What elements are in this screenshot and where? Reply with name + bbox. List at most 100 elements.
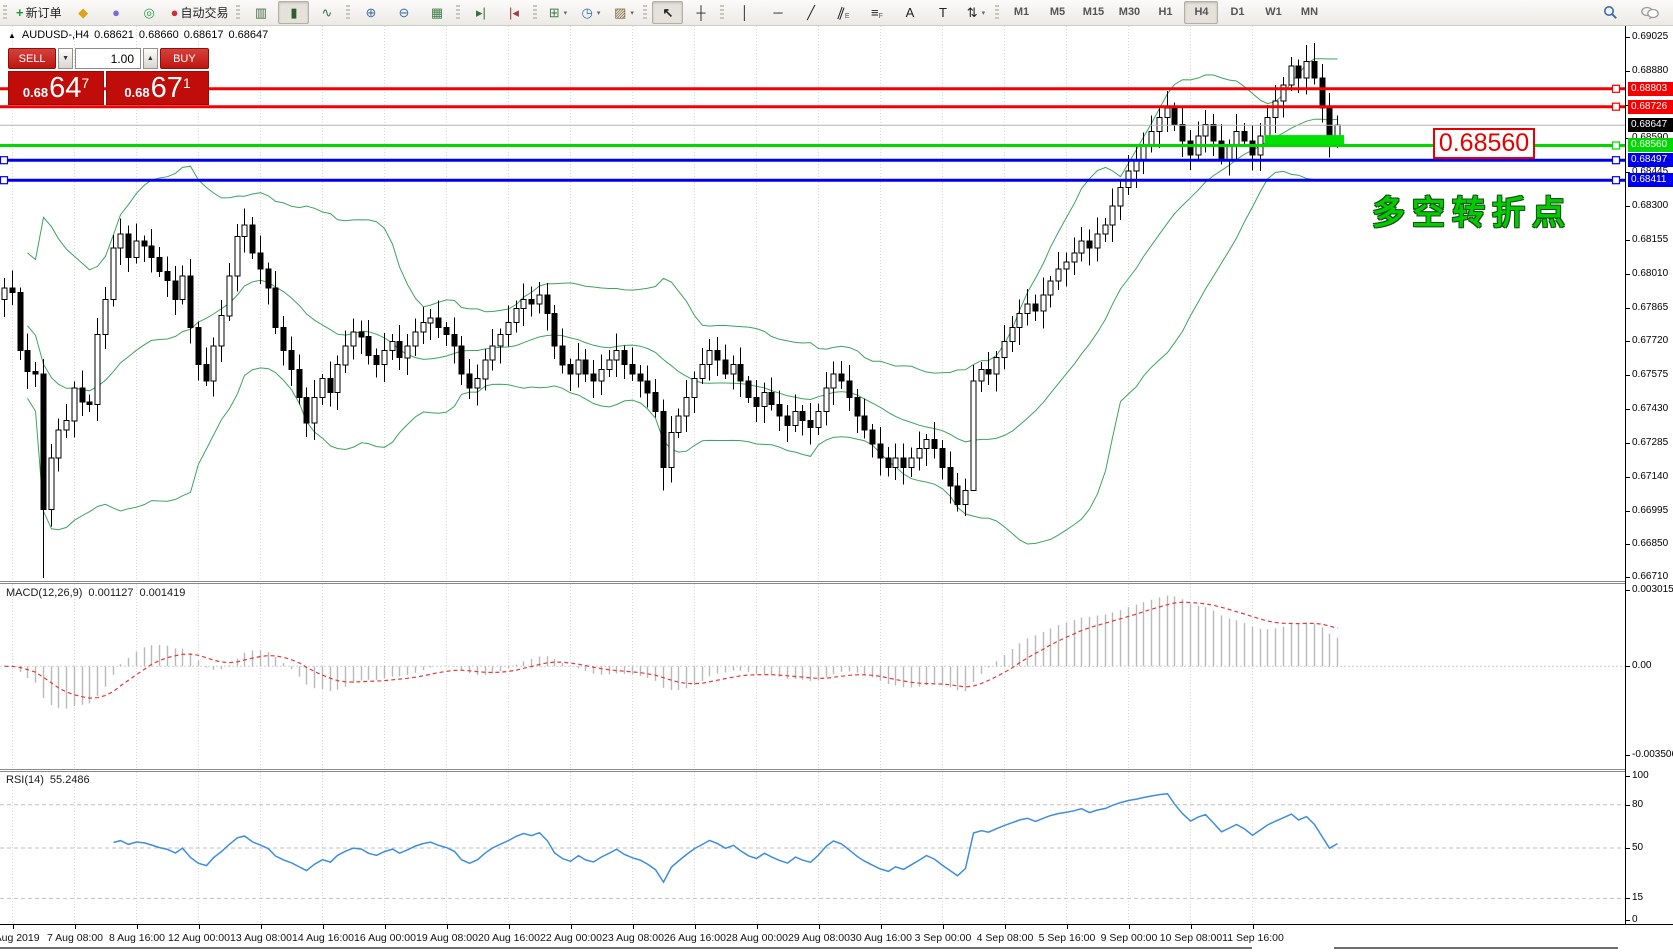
time-axis-label: 10 Sep 08:00	[1159, 932, 1223, 944]
equidistant-channel-button[interactable]: ∥ E	[828, 1, 859, 24]
bear-candle	[846, 380, 853, 398]
time-axis-tick	[695, 925, 696, 929]
bull-candle	[1024, 303, 1031, 314]
fibonacci-button[interactable]: ≡ F	[861, 1, 892, 24]
bid-price-display[interactable]: 0.68 64 7	[8, 71, 105, 105]
bull-candle	[1009, 326, 1016, 342]
bull-candle	[1156, 117, 1163, 132]
timeframe-h4-button[interactable]: H4	[1184, 1, 1219, 24]
time-axis-tick	[385, 925, 386, 929]
tile-windows-button[interactable]: ▦	[421, 1, 452, 24]
toolbar-group-handle[interactable]	[236, 4, 241, 21]
time-axis-label: 9 Sep 00:00	[1100, 932, 1158, 944]
chevron-down-icon[interactable]: ▾	[981, 9, 986, 17]
crosshair-button[interactable]: ┼	[685, 1, 716, 24]
horizontal-scrollbar-track[interactable]	[0, 947, 1618, 949]
price-axis-label: 0.66710	[1630, 570, 1673, 583]
toolbar-group-handle[interactable]	[456, 4, 461, 21]
bar-chart-button[interactable]: ▥	[245, 1, 276, 24]
timeframe-w1-button[interactable]: W1	[1256, 1, 1290, 24]
autotrading-button[interactable]: ● 自动交易	[167, 1, 233, 24]
level-price-badge: 0.68560	[1628, 138, 1673, 152]
arrows-dropdown[interactable]: ⇅ ▾	[960, 1, 991, 24]
line-handle[interactable]	[0, 156, 9, 165]
collapse-triangle-icon[interactable]: ▲	[8, 31, 16, 40]
time-axis-label: 29 Aug 08:00	[788, 932, 850, 944]
toolbar-group-handle[interactable]	[720, 4, 725, 21]
line-handle[interactable]	[1611, 141, 1621, 150]
line-handle[interactable]	[0, 176, 9, 185]
volume-input[interactable]	[75, 48, 141, 69]
zoom-out-button[interactable]: ⊖	[388, 1, 419, 24]
toolbar-group-handle[interactable]	[3, 4, 7, 21]
chart-window[interactable]: ▲ AUDUSD-,H4 0.68621 0.68660 0.68617 0.68647 …	[0, 26, 1673, 952]
trendline-button[interactable]: ╱	[795, 1, 826, 24]
price-axis[interactable]: 0.690250.688800.687350.685900.684450.683…	[1625, 26, 1673, 926]
line-handle[interactable]	[1611, 156, 1621, 165]
bollinger-middle-band	[27, 118, 1338, 443]
ask-prefix: 0.68	[124, 85, 150, 100]
timeframe-m5-button[interactable]: M5	[1040, 1, 1074, 24]
chevron-down-icon[interactable]: ▾	[596, 9, 601, 17]
chevron-down-icon[interactable]: ▾	[630, 9, 634, 17]
auto-scroll-button[interactable]: ▸|	[465, 1, 496, 24]
timeframe-d1-button[interactable]: D1	[1220, 1, 1254, 24]
line-chart-button[interactable]: ∿	[311, 1, 342, 24]
line-handle[interactable]	[1611, 84, 1621, 93]
pane-separator[interactable]	[0, 769, 1673, 772]
new-chart-dropdown[interactable]: ⊞ ▾	[542, 1, 573, 24]
timeframe-h1-button[interactable]: H1	[1148, 1, 1182, 24]
price-callout-label[interactable]: 0.68560	[1433, 128, 1535, 159]
signals-button[interactable]: ◎	[134, 1, 165, 24]
volume-decrease-button[interactable]: ▼	[58, 48, 73, 69]
timeframe-m1-button[interactable]: M1	[1004, 1, 1038, 24]
horizontal-line-button[interactable]: ─	[762, 1, 793, 24]
text-label-button[interactable]: T	[927, 1, 958, 24]
search-button[interactable]	[1596, 1, 1624, 24]
cursor-button[interactable]: ↖	[652, 1, 684, 24]
candlestick-chart-button[interactable]: ▮	[278, 1, 310, 24]
bear-candle	[551, 312, 558, 347]
periodicity-dropdown[interactable]: ◷ ▾	[575, 1, 606, 24]
toolbar-group-handle[interactable]	[643, 4, 648, 21]
main-price-pane[interactable]	[0, 26, 1625, 581]
timeframe-mn-button[interactable]: MN	[1292, 1, 1326, 24]
toolbar-group-handle[interactable]	[346, 4, 351, 21]
new-order-button[interactable]: + 新订单	[12, 1, 66, 24]
templates-dropdown[interactable]: ▨ ▾	[608, 1, 639, 24]
metaeditor-button[interactable]: ◆	[68, 1, 99, 24]
bear-candle	[187, 275, 194, 328]
buy-button[interactable]: BUY	[159, 48, 209, 69]
horizontal-scrollbar-thumb[interactable]	[1252, 946, 1334, 950]
chevron-down-icon[interactable]: ▾	[563, 9, 568, 17]
bull-candle	[1047, 280, 1054, 296]
candlestick-chart-icon: ▮	[290, 5, 298, 20]
bull-candle	[668, 431, 675, 468]
line-handle[interactable]	[1611, 176, 1621, 185]
pane-separator[interactable]	[0, 581, 1673, 584]
line-handle[interactable]	[1611, 102, 1621, 111]
toolbar-group-handle[interactable]	[533, 4, 538, 21]
bull-candle	[226, 275, 233, 317]
zoom-in-button[interactable]: ⊕	[355, 1, 386, 24]
text-button[interactable]: A	[894, 1, 925, 24]
chat-button[interactable]	[1636, 1, 1664, 24]
turning-point-annotation[interactable]: 多空转折点	[1372, 194, 1572, 231]
timeframe-m30-button[interactable]: M30	[1112, 1, 1146, 24]
sell-button[interactable]: SELL	[8, 48, 57, 69]
time-axis-label: 14 Aug 16:00	[292, 932, 354, 944]
timeframe-m15-button[interactable]: M15	[1076, 1, 1110, 24]
macd-pane[interactable]	[0, 584, 1625, 769]
bull-candle	[1288, 65, 1295, 86]
vertical-line-button[interactable]: │	[729, 1, 760, 24]
volume-increase-button[interactable]: ▲	[143, 48, 158, 69]
trend-highlight-bar[interactable]	[1264, 135, 1345, 145]
rsi-pane[interactable]	[0, 772, 1625, 924]
ask-price-display[interactable]: 0.68 67 1	[106, 71, 209, 105]
toolbar-group-handle[interactable]	[995, 4, 1000, 21]
community-button[interactable]: ●	[101, 1, 132, 24]
chart-shift-button[interactable]: |◂	[498, 1, 529, 24]
bull-candle	[706, 350, 713, 366]
